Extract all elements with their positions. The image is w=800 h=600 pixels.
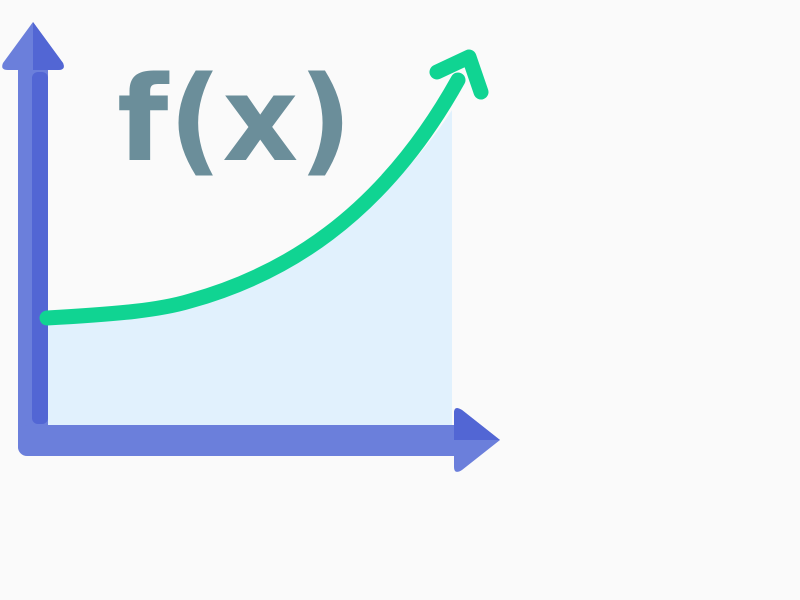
x-axis-arrow-shadow xyxy=(454,408,500,440)
function-label: f(x) xyxy=(117,50,352,188)
x-axis xyxy=(18,408,500,472)
curve-arrowhead-icon xyxy=(429,49,489,100)
area-under-curve xyxy=(47,110,452,425)
y-axis-arrow-shadow xyxy=(33,22,64,70)
growth-curve xyxy=(39,72,466,326)
x-axis-bar xyxy=(18,425,465,456)
y-axis-shadow xyxy=(32,72,48,424)
y-axis xyxy=(2,22,64,455)
